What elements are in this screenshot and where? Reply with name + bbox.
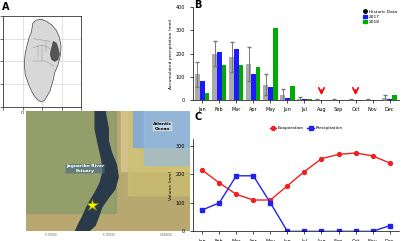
Precipitation — [302, 230, 307, 233]
Bar — [200, 81, 205, 100]
Precipitation — [370, 230, 375, 233]
Evaporation — [200, 169, 205, 172]
Precipitation — [336, 230, 341, 233]
Precipitation — [387, 224, 392, 227]
Evaporation — [387, 161, 392, 164]
Polygon shape — [24, 19, 61, 102]
Precipitation — [285, 230, 290, 233]
Bar — [268, 87, 273, 100]
Y-axis label: Accumulated precipitation (mm): Accumulated precipitation (mm) — [169, 18, 173, 89]
Evaporation — [251, 199, 256, 201]
Bar — [392, 95, 397, 100]
Bar — [239, 65, 243, 100]
Precipitation — [234, 174, 239, 177]
Text: Jaguaribe River
Estuary: Jaguaribe River Estuary — [66, 164, 104, 173]
Y-axis label: Volume (mm): Volume (mm) — [169, 170, 173, 200]
Bar — [195, 74, 200, 100]
Evaporation — [319, 157, 324, 160]
Evaporation — [217, 181, 222, 184]
Text: S 716000: S 716000 — [45, 233, 57, 237]
Legend: Historic Data, 2017, 2018: Historic Data, 2017, 2018 — [363, 9, 397, 24]
Bar — [263, 85, 268, 100]
Bar — [205, 93, 209, 100]
Bar — [212, 54, 217, 100]
Bar — [128, 111, 190, 195]
Precipitation — [251, 174, 256, 177]
Evaporation — [370, 154, 375, 157]
Bar — [133, 111, 190, 147]
Evaporation — [234, 193, 239, 196]
Bar — [290, 86, 295, 100]
Bar — [302, 99, 307, 100]
Polygon shape — [75, 111, 118, 231]
Precipitation — [200, 208, 205, 211]
Evaporation — [336, 153, 341, 156]
Evaporation — [353, 152, 358, 154]
Precipitation — [319, 230, 324, 233]
Legend: Evaporation, Precipitation: Evaporation, Precipitation — [268, 124, 344, 132]
Bar — [144, 111, 190, 165]
Bar — [222, 65, 227, 100]
Bar — [256, 67, 261, 100]
Evaporation — [302, 170, 307, 173]
Bar — [246, 64, 251, 100]
Bar — [387, 99, 392, 100]
Line: Precipitation: Precipitation — [200, 174, 391, 233]
Bar — [122, 111, 190, 171]
Text: S 700000: S 700000 — [103, 233, 114, 237]
Bar — [297, 99, 302, 100]
Text: S 684000: S 684000 — [160, 233, 172, 237]
Polygon shape — [50, 41, 59, 61]
Bar — [280, 95, 285, 100]
Bar — [307, 99, 312, 100]
Bar — [229, 57, 234, 100]
Precipitation — [353, 230, 358, 233]
Text: B: B — [194, 0, 202, 10]
Bar — [251, 74, 256, 100]
Evaporation — [268, 199, 273, 201]
Bar — [217, 52, 222, 100]
Precipitation — [217, 201, 222, 204]
Bar — [273, 28, 277, 100]
Bar — [285, 98, 290, 100]
Bar — [234, 49, 239, 100]
Precipitation — [268, 201, 273, 204]
Text: C: C — [194, 113, 202, 122]
Line: Evaporation: Evaporation — [200, 151, 391, 202]
Evaporation — [285, 184, 290, 187]
Text: A: A — [2, 2, 10, 12]
Text: Atlantic
Ocean: Atlantic Ocean — [153, 122, 172, 131]
Bar — [383, 98, 387, 100]
Bar — [26, 111, 116, 213]
